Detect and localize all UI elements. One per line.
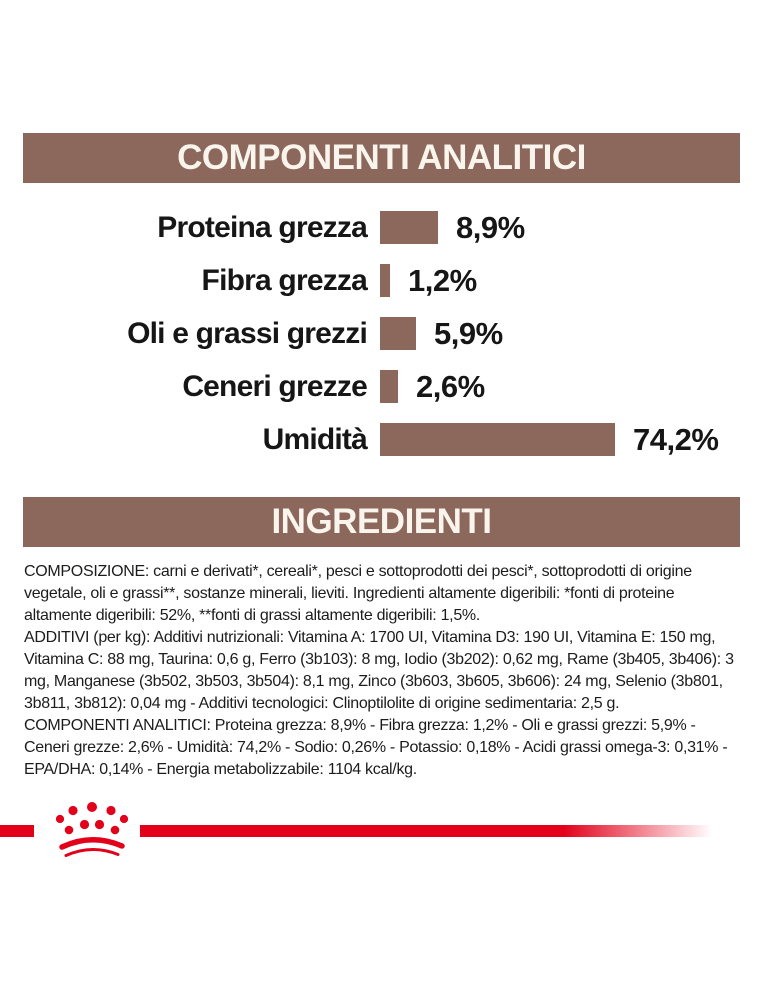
ingredients-text-block: COMPOSIZIONE: carni e derivati*, cereali… (24, 561, 734, 781)
chart-value-label: 8,9% (456, 209, 525, 245)
chart-bar (380, 264, 390, 297)
brand-rule-right (140, 825, 712, 837)
chart-row: Fibra grezza 1,2% (0, 254, 762, 307)
chart-row: Ceneri grezze 2,6% (0, 360, 762, 413)
chart-category-label: Fibra grezza (201, 263, 368, 297)
chart-category-label: Proteina grezza (157, 210, 368, 244)
chart-bar (380, 370, 398, 403)
analytical-chart: Proteina grezza 8,9% Fibra grezza 1,2% Oli e… (0, 201, 762, 466)
chart-bar (380, 211, 438, 244)
royal-canin-crown-icon (55, 802, 129, 857)
additives-paragraph: ADDITIVI (per kg): Additivi nutrizionali… (24, 629, 734, 712)
chart-value-label: 5,9% (434, 315, 503, 351)
analytical-constituents-paragraph: COMPONENTI ANALITICI: Proteina grezza: 8… (24, 717, 728, 778)
chart-row: Proteina grezza 8,9% (0, 201, 762, 254)
chart-row: Oli e grassi grezzi 5,9% (0, 307, 762, 360)
ingredients-section-title: INGREDIENTI (271, 502, 492, 541)
chart-row: Umidità 74,2% (0, 413, 762, 466)
brand-rule-left (0, 825, 34, 837)
analytical-section-title: COMPONENTI ANALITICI (177, 138, 586, 177)
chart-value-label: 1,2% (408, 262, 477, 298)
composition-paragraph: COMPOSIZIONE: carni e derivati*, cereali… (24, 563, 692, 624)
chart-value-label: 74,2% (633, 421, 719, 457)
chart-category-label: Oli e grassi grezzi (127, 316, 368, 350)
ingredients-section-banner: INGREDIENTI (23, 497, 740, 547)
chart-category-label: Ceneri grezze (182, 369, 367, 403)
chart-bar (380, 317, 416, 350)
chart-bar (380, 423, 615, 456)
chart-category-label: Umidità (262, 422, 368, 456)
analytical-section-banner: COMPONENTI ANALITICI (23, 133, 740, 183)
chart-value-label: 2,6% (416, 368, 485, 404)
